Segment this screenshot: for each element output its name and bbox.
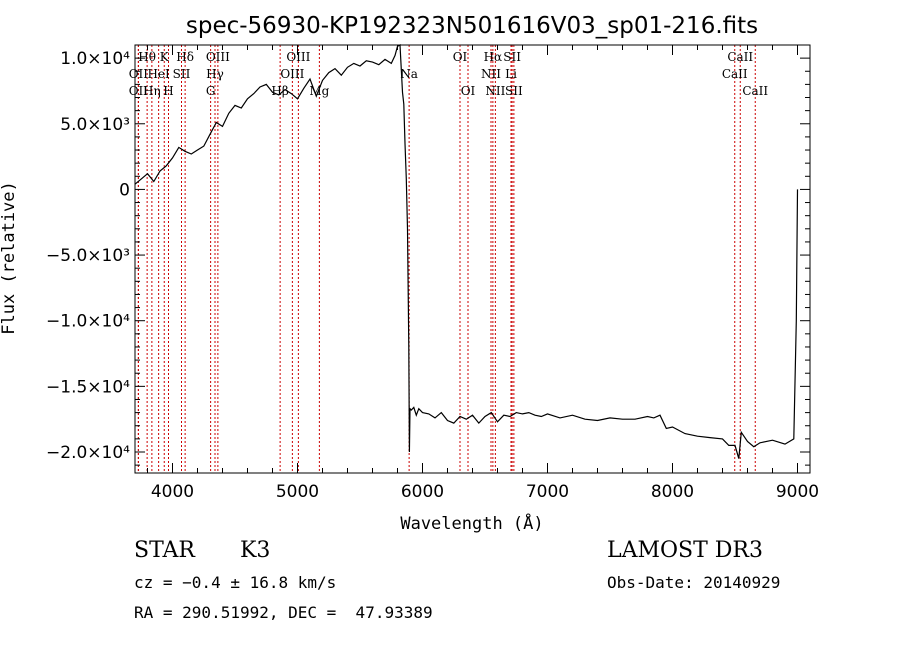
spectral-line-label: Hβ (271, 84, 288, 98)
spectral-line-label: Hη (143, 84, 161, 98)
object-class: STAR (134, 538, 195, 563)
plot-frame (134, 44, 811, 474)
spectral-line-label: Hθ (138, 50, 156, 64)
spectral-line-label: OIII (280, 67, 304, 81)
spectral-line-label: CaII (742, 84, 768, 98)
y-tick-label: −2.0×10⁴ (46, 443, 130, 463)
spectral-line-label: Na (400, 67, 418, 81)
spectral-line-label: OI (453, 50, 468, 64)
x-tick-label: 7000 (526, 482, 569, 502)
spectral-line-label: NII (485, 84, 505, 98)
spectral-line-label: NII (481, 67, 501, 81)
spectral-line-label: H (163, 84, 173, 98)
spectral-line-label: OII (129, 84, 149, 98)
observation-date: Obs-Date: 20140929 (607, 573, 781, 592)
x-tick-label: 6000 (401, 482, 444, 502)
spectral-line-label: SII (505, 84, 523, 98)
y-axis-label: Flux (relative) (0, 181, 19, 335)
spectral-line-label: K (160, 50, 170, 64)
y-tick-label: −1.5×10⁴ (46, 377, 130, 397)
spectral-line-label: G (206, 84, 216, 98)
spectral-line-label: Hγ (206, 67, 224, 81)
y-tick-label: 1.0×10⁴ (60, 49, 130, 69)
x-tick-label: 8000 (651, 482, 694, 502)
x-axis-label: Wavelength (Å) (400, 512, 543, 534)
redshift-cz: cz = −0.4 ± 16.8 km/s (134, 573, 337, 592)
spectral-line-label: Hα (484, 50, 503, 64)
x-tick-label: 5000 (276, 482, 319, 502)
y-tick-label: −1.0×10⁴ (46, 312, 130, 332)
survey-name: LAMOST DR3 (607, 538, 763, 563)
y-tick-label: 0 (119, 180, 130, 200)
spectral-line-label: OI (461, 84, 476, 98)
chart-title: spec-56930-KP192323N501616V03_sp01-216.f… (186, 13, 758, 39)
x-tick-label: 4000 (151, 482, 194, 502)
spectral-line-label: OIII (286, 50, 310, 64)
spectral-line-label: OIII (206, 50, 230, 64)
spectral-line-label: Hδ (176, 50, 194, 64)
spectrum-series (134, 44, 799, 459)
coordinates: RA = 290.51992, DEC = 47.93389 (134, 603, 433, 622)
x-tick-label: 9000 (776, 482, 819, 502)
spectral-line-label: SII (503, 50, 521, 64)
spectral-line-label: CaII (722, 67, 748, 81)
spectral-line-label: Li (505, 67, 517, 81)
spectral-line-label: HeI (147, 67, 170, 81)
spectral-line-label: CaII (727, 50, 753, 64)
spectral-line-label: Mg (309, 84, 329, 98)
axes: 4000 5000 6000 7000 8000 9000 1.0×10⁴ 5.0×10³ 0 −… (46, 44, 819, 502)
object-subclass: K3 (240, 538, 271, 563)
spectrum-line (134, 44, 799, 459)
y-tick-label: 5.0×10³ (60, 115, 130, 135)
spectral-line-label: SII (173, 67, 191, 81)
spectral-line-label: OII (129, 67, 149, 81)
spectral-line-markers (137, 45, 756, 473)
y-tick-label: −5.0×10³ (46, 246, 130, 266)
